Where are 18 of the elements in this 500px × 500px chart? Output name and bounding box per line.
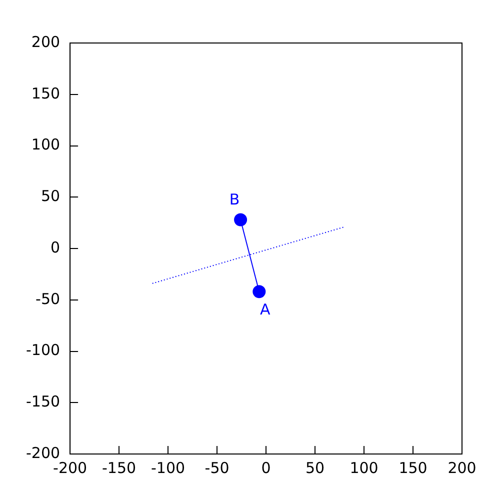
y-tick-label: 50: [40, 187, 60, 206]
y-tick-label: 200: [31, 32, 60, 51]
y-tick-label: -150: [26, 392, 60, 411]
y-tick-label: 150: [31, 84, 60, 102]
x-tick-label: 100: [350, 458, 378, 477]
y-tick-label: 0: [50, 238, 60, 256]
x-tick-label: 200: [448, 458, 476, 477]
x-tick-label: -150: [102, 458, 136, 477]
annotation: A: [260, 300, 272, 319]
y-tick-label: 100: [31, 136, 60, 154]
x-tick-label: -100: [151, 458, 186, 477]
annotation: B: [229, 190, 240, 209]
x-tick-label: 150: [398, 458, 428, 477]
y-tick-label: -50: [36, 290, 60, 308]
y-tick-label: -100: [26, 341, 60, 360]
x-tick-label: 50: [305, 458, 325, 477]
x-tick-label: -50: [204, 458, 230, 477]
x-tick-label: 0: [261, 458, 271, 477]
